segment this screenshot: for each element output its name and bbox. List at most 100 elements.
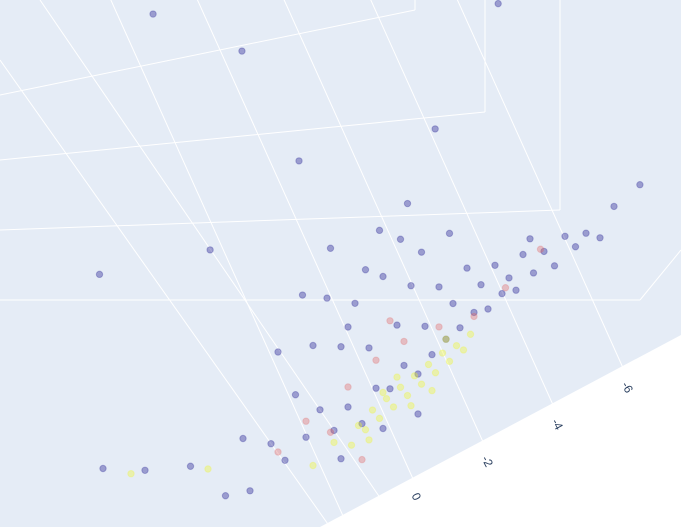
data-point	[403, 199, 412, 208]
data-point	[435, 323, 443, 331]
data-point	[316, 406, 324, 414]
data-point	[491, 261, 499, 269]
data-point	[372, 384, 380, 392]
data-point	[358, 455, 366, 464]
data-point	[386, 385, 394, 393]
grid-line	[456, 0, 629, 380]
data-point	[298, 291, 307, 299]
data-point	[396, 235, 405, 243]
data-point	[379, 424, 387, 433]
data-point	[326, 428, 335, 436]
data-point	[417, 380, 426, 388]
data-point	[323, 294, 331, 302]
data-point	[375, 414, 384, 423]
data-point	[540, 247, 548, 256]
data-point	[330, 426, 338, 435]
data-point	[295, 157, 303, 165]
data-point	[186, 462, 195, 470]
data-point	[466, 330, 475, 338]
data-point	[149, 10, 157, 18]
data-point	[393, 373, 401, 381]
data-point	[344, 383, 352, 391]
data-point	[410, 372, 419, 380]
data-point	[494, 0, 502, 8]
data-point	[424, 360, 433, 369]
data-point	[309, 461, 317, 470]
data-point	[344, 323, 352, 331]
data-point	[636, 181, 644, 189]
data-point	[435, 283, 443, 291]
data-point	[438, 349, 447, 357]
data-point	[358, 419, 366, 428]
data-point	[302, 433, 310, 441]
data-point	[141, 466, 149, 474]
data-point	[274, 348, 282, 356]
data-point	[396, 383, 405, 391]
data-point	[470, 308, 478, 317]
data-point	[403, 391, 412, 400]
data-point	[375, 226, 384, 235]
data-point	[281, 456, 289, 464]
data-point	[337, 455, 345, 463]
outside-area	[320, 335, 681, 527]
data-point	[95, 270, 104, 279]
data-point	[445, 357, 454, 366]
data-point	[417, 248, 426, 256]
data-point	[393, 321, 401, 329]
data-point	[246, 487, 254, 495]
data-point	[561, 232, 569, 241]
grid-line	[110, 0, 349, 527]
data-point	[274, 448, 282, 456]
data-point	[361, 426, 370, 434]
data-point	[477, 281, 485, 289]
data-point	[267, 440, 275, 448]
grid-line	[283, 0, 489, 454]
data-point	[389, 403, 398, 411]
data-point	[428, 386, 436, 395]
data-point	[582, 229, 590, 237]
data-point	[519, 250, 527, 259]
data-point	[571, 243, 580, 251]
data-point	[428, 350, 436, 359]
data-point	[372, 356, 380, 364]
grid	[110, 0, 629, 527]
data-point	[354, 421, 363, 430]
data-point	[414, 410, 422, 418]
data-point	[382, 394, 391, 403]
grid-line	[196, 0, 419, 491]
data-point	[238, 47, 246, 55]
data-point	[361, 266, 370, 274]
data-point	[407, 282, 415, 290]
data-point	[386, 317, 394, 325]
data-point	[326, 244, 335, 252]
data-point	[344, 403, 352, 411]
data-point	[526, 235, 534, 243]
data-point	[291, 391, 300, 399]
data-point	[442, 335, 450, 343]
data-point	[400, 337, 408, 346]
data-point	[512, 286, 520, 294]
data-point	[414, 370, 422, 378]
data-point	[407, 402, 415, 410]
points	[95, 0, 644, 500]
data-point	[470, 312, 478, 321]
data-point	[452, 341, 461, 350]
data-point	[449, 299, 457, 308]
data-point	[421, 322, 429, 330]
data-point	[596, 234, 604, 242]
data-point	[445, 229, 454, 238]
data-point	[330, 438, 338, 447]
data-point	[337, 343, 345, 351]
data-point	[498, 289, 506, 298]
data-point	[99, 464, 107, 473]
data-point	[221, 492, 230, 500]
data-point	[529, 269, 538, 277]
data-point	[536, 245, 545, 253]
data-point	[368, 406, 377, 414]
data-point	[431, 125, 439, 133]
data-point	[127, 470, 135, 478]
data-point	[484, 305, 492, 313]
data-point	[463, 264, 471, 272]
